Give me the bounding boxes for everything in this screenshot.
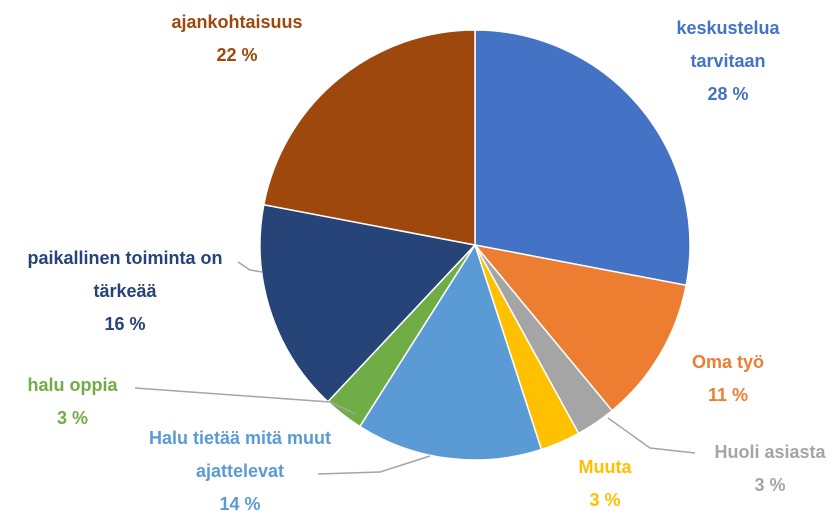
value-label: 28 % <box>707 84 749 104</box>
value-label: 16 % <box>104 314 146 334</box>
slice-label: Halu tietää mitä muut ajattelevat 14 % <box>130 422 350 514</box>
value-label: 14 % <box>219 494 261 514</box>
pie-slice <box>473 243 688 412</box>
pie-slice <box>259 203 477 403</box>
slice-label: Muuta 3 % <box>545 451 665 514</box>
leader-line <box>607 417 696 454</box>
category-name: paikallinen toiminta on tärkeää <box>27 248 223 301</box>
category-name: keskustelua tarvitaan <box>676 18 780 71</box>
slice-label: Huoli asiasta 3 % <box>690 436 840 502</box>
category-name: Halu tietää mitä muut ajattelevat <box>148 428 332 481</box>
leader-line <box>134 387 357 415</box>
pie-slice <box>358 243 543 461</box>
category-name: Oma työ <box>691 352 765 372</box>
value-label: 3 % <box>56 408 89 428</box>
slice-label: halu oppia 3 % <box>5 369 140 435</box>
slice-label: paikallinen toiminta on tärkeää 16 % <box>5 242 245 341</box>
pie-slice <box>474 29 691 287</box>
value-label: 22 % <box>216 45 258 65</box>
category-name: Muuta <box>578 457 632 477</box>
value-label: 11 % <box>707 385 749 405</box>
slice-label: ajankohtaisuus 22 % <box>152 6 322 72</box>
pie-slice <box>262 29 476 246</box>
value-label: 3 % <box>589 490 621 510</box>
category-name: ajankohtaisuus <box>171 12 303 32</box>
category-name: Huoli asiasta <box>714 442 826 462</box>
value-label: 3 % <box>754 475 786 495</box>
slice-label: Oma työ 11 % <box>668 346 788 412</box>
leader-line <box>317 455 431 475</box>
category-name: halu oppia <box>27 375 118 395</box>
leader-line <box>237 261 263 273</box>
slice-label: keskustelua tarvitaan 28 % <box>653 12 803 111</box>
